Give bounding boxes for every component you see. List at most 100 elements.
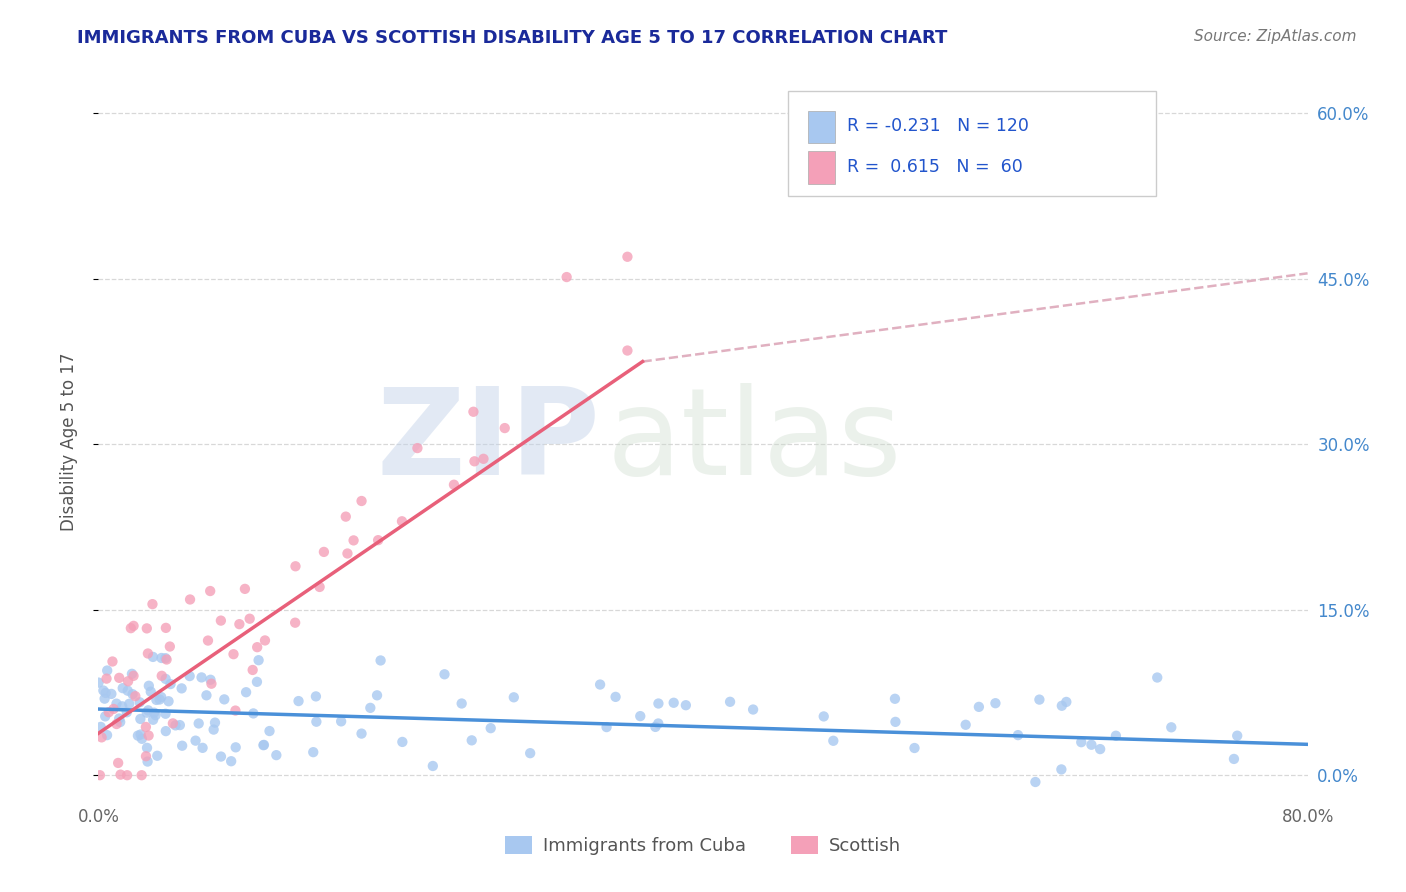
Point <box>214 692 236 706</box>
Point <box>312 545 335 559</box>
Point <box>131 731 153 746</box>
Point <box>1088 742 1111 756</box>
Point <box>135 749 157 764</box>
Point <box>136 647 159 661</box>
Point <box>463 405 485 419</box>
Point <box>169 718 191 732</box>
Point <box>1024 775 1046 789</box>
Point <box>136 703 159 717</box>
Point <box>108 714 131 729</box>
Point <box>135 621 157 635</box>
Point <box>336 547 359 561</box>
Point <box>94 709 117 723</box>
FancyBboxPatch shape <box>808 151 835 184</box>
Point <box>149 692 172 706</box>
Text: IMMIGRANTS FROM CUBA VS SCOTTISH DISABILITY AGE 5 TO 17 CORRELATION CHART: IMMIGRANTS FROM CUBA VS SCOTTISH DISABIL… <box>77 29 948 46</box>
Point <box>96 728 118 742</box>
Point <box>200 676 222 690</box>
Point <box>305 690 328 704</box>
Point <box>246 674 269 689</box>
Point <box>197 633 219 648</box>
Point <box>644 720 666 734</box>
Point <box>128 695 150 709</box>
Point <box>259 724 281 739</box>
Point <box>191 740 214 755</box>
Point <box>242 663 264 677</box>
Point <box>190 670 212 684</box>
Point <box>200 673 222 687</box>
Point <box>179 592 201 607</box>
Point <box>884 714 907 729</box>
Point <box>589 677 612 691</box>
Point <box>187 716 209 731</box>
Point <box>127 729 149 743</box>
Point <box>90 731 112 745</box>
Point <box>209 749 232 764</box>
Point <box>150 690 173 704</box>
Point <box>138 729 160 743</box>
Point <box>266 748 288 763</box>
Point <box>718 695 741 709</box>
Point <box>242 706 264 721</box>
Point <box>662 696 685 710</box>
Point <box>120 621 142 635</box>
Point <box>165 718 187 732</box>
Point <box>202 723 225 737</box>
Point <box>742 702 765 716</box>
Point <box>179 669 201 683</box>
Point <box>616 343 638 358</box>
Point <box>101 655 124 669</box>
Point <box>984 696 1007 710</box>
Point <box>142 649 165 664</box>
Point <box>1050 763 1073 777</box>
Point <box>422 759 444 773</box>
Point <box>93 691 115 706</box>
Text: R = -0.231   N = 120: R = -0.231 N = 120 <box>846 117 1029 135</box>
Point <box>494 421 516 435</box>
Point <box>155 724 177 739</box>
Point <box>1054 695 1077 709</box>
Point <box>96 672 118 686</box>
Point <box>136 755 159 769</box>
Point <box>903 741 925 756</box>
Point <box>159 640 181 654</box>
Point <box>115 768 138 782</box>
Point <box>1050 698 1073 713</box>
Point <box>391 735 413 749</box>
Point <box>87 675 110 690</box>
Point <box>97 705 120 719</box>
Point <box>124 689 146 703</box>
Point <box>155 651 177 665</box>
Point <box>955 718 977 732</box>
Point <box>150 651 173 665</box>
Text: R =  0.615   N =  60: R = 0.615 N = 60 <box>846 158 1022 176</box>
Point <box>129 727 152 741</box>
Point <box>117 674 139 689</box>
Point <box>247 653 270 667</box>
Text: ZIP: ZIP <box>377 383 600 500</box>
Point <box>105 697 128 711</box>
Point <box>138 679 160 693</box>
Point <box>287 694 309 708</box>
Point <box>350 726 373 740</box>
Point <box>121 666 143 681</box>
Point <box>129 712 152 726</box>
Point <box>145 708 167 723</box>
Point <box>502 690 524 705</box>
Point <box>463 454 485 468</box>
Point <box>366 689 388 703</box>
Point <box>157 694 180 708</box>
Point <box>628 709 651 723</box>
Point <box>117 683 139 698</box>
Point <box>284 615 307 630</box>
Point <box>406 441 429 455</box>
Point <box>367 533 389 548</box>
Point <box>647 716 669 731</box>
Point <box>391 514 413 528</box>
Point <box>170 681 193 696</box>
Point <box>1007 728 1029 742</box>
Point <box>246 640 269 655</box>
Point <box>1070 735 1092 749</box>
Point <box>184 733 207 747</box>
Point <box>302 745 325 759</box>
